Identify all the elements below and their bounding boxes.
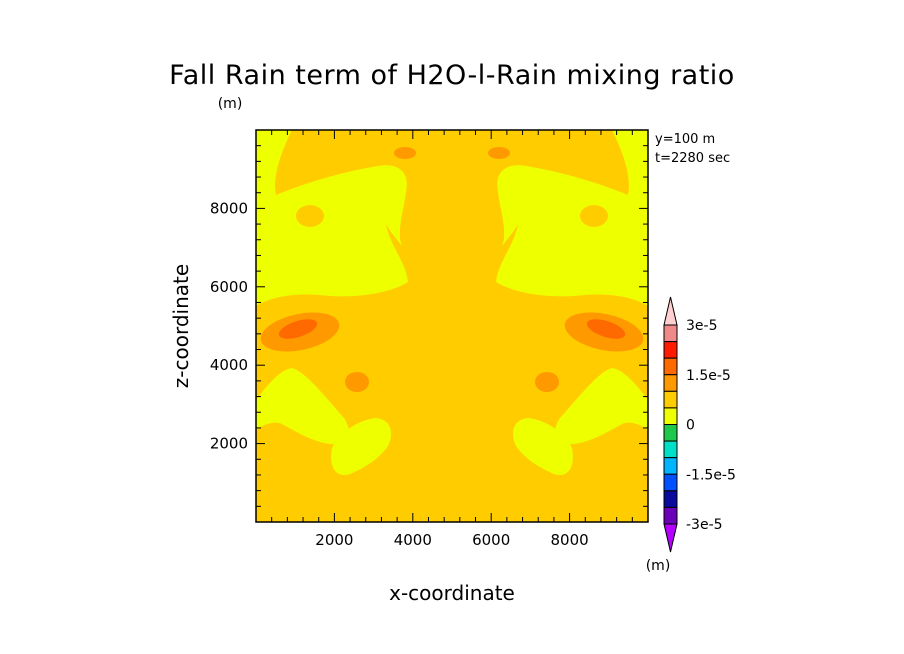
colorbar-box <box>663 424 678 442</box>
colorbar-top-arrow <box>663 296 678 326</box>
y-axis-label: z-coordinate <box>169 264 193 388</box>
colorbar-label: 3e-5 <box>686 318 717 334</box>
axis-ticks <box>256 130 648 522</box>
colorbar-box <box>663 341 678 359</box>
x-tick-label: 6000 <box>472 531 510 549</box>
colorbar-label: -1.5e-5 <box>686 467 736 483</box>
colorbar-box <box>663 506 678 525</box>
yellow-region-upper-right <box>496 130 648 306</box>
orange-spot-mid-right <box>535 372 559 392</box>
x-axis-label: x-coordinate <box>389 581 515 605</box>
colorbar-box <box>663 407 678 425</box>
orange-spot-top-left <box>394 147 416 159</box>
mirrored-half <box>488 130 648 475</box>
dark-orange-core-right <box>586 319 626 339</box>
x-tick-label: 8000 <box>551 531 589 549</box>
dark-orange-core-left <box>278 319 318 339</box>
colorbar-box <box>663 490 678 508</box>
colorbar-label: -3e-5 <box>686 517 723 533</box>
colorbar-box <box>663 473 678 492</box>
orange-spot-top-right <box>488 147 510 159</box>
colorbar-label: 0 <box>686 418 695 434</box>
yellow-region-lower-right <box>555 368 648 445</box>
contour-field <box>256 130 648 522</box>
colorbar-label: 1.5e-5 <box>686 368 731 384</box>
colorbar-box <box>663 374 678 392</box>
annotation-t: t=2280 sec <box>655 151 730 166</box>
colorbar-unit: (m) <box>646 558 671 574</box>
yellow-region-upper-left <box>256 130 408 306</box>
colorbar-box <box>663 357 678 376</box>
orange-spot-upper-right <box>580 205 608 227</box>
yellow-region-blob-right <box>512 418 573 475</box>
y-tick-label: 2000 <box>210 435 248 453</box>
colorbar-box <box>663 440 678 459</box>
axis-tick-labels: 2000 4000 6000 8000 2000 4000 6000 8000 <box>210 199 589 549</box>
y-tick-label: 6000 <box>210 278 248 296</box>
colorbar-bottom-arrow <box>663 523 678 553</box>
x-tick-label: 4000 <box>394 531 432 549</box>
colorbar-box <box>663 324 678 343</box>
colorbar: 3e-5 1.5e-5 0 -1.5e-5 -3e-5 <box>663 296 736 553</box>
yellow-region-lower-left <box>256 368 349 445</box>
x-tick-label: 2000 <box>315 531 353 549</box>
orange-spot-mid-left <box>345 372 369 392</box>
y-tick-label: 8000 <box>210 199 248 217</box>
colorbar-box <box>663 390 678 409</box>
title-unit: (m) <box>218 96 243 112</box>
chart-title: Fall Rain term of H2O-l-Rain mixing rati… <box>169 60 735 91</box>
annotation-y: y=100 m <box>655 132 715 147</box>
yellow-region-blob-left <box>331 418 392 475</box>
plot-frame <box>255 129 649 523</box>
orange-spot-upper-left <box>296 205 324 227</box>
colorbar-box <box>663 457 678 475</box>
y-tick-label: 4000 <box>210 356 248 374</box>
